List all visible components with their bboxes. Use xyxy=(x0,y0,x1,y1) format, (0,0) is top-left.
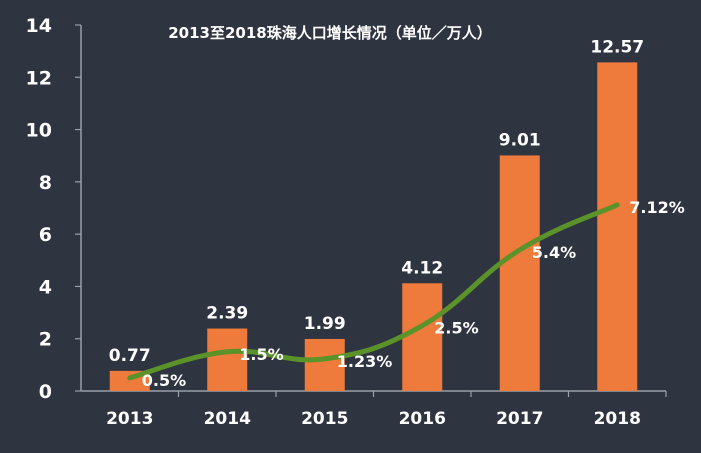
y-tick-label: 10 xyxy=(26,120,52,142)
line-value-label: 1.23% xyxy=(337,352,393,371)
bar-value-label: 0.77 xyxy=(109,346,151,366)
x-tick-label: 2016 xyxy=(399,409,446,429)
x-tick-label: 2014 xyxy=(204,409,251,429)
bar-value-label: 9.01 xyxy=(499,130,541,150)
x-tick-label: 2018 xyxy=(594,409,641,429)
bar-value-label: 4.12 xyxy=(401,258,443,278)
y-tick-label: 4 xyxy=(39,276,52,298)
line-series: 0.5% 1.5% 1.23% 2.5% 5.4% 7.12% xyxy=(127,198,685,390)
y-tick-label: 12 xyxy=(26,67,52,89)
y-tick-label: 8 xyxy=(39,172,52,194)
line-value-label: 0.5% xyxy=(142,371,186,390)
y-tick-label: 6 xyxy=(39,224,52,246)
bar xyxy=(304,338,345,391)
line-value-label: 7.12% xyxy=(629,198,685,217)
bar-value-label: 2.39 xyxy=(206,304,248,324)
bar xyxy=(597,62,638,392)
line-path xyxy=(127,202,620,381)
bar xyxy=(499,155,540,391)
y-tick-label: 0 xyxy=(39,381,52,403)
x-tick-label: 2015 xyxy=(301,409,348,429)
bar xyxy=(402,283,443,391)
bar-value-label: 1.99 xyxy=(304,314,346,334)
line-value-label: 2.5% xyxy=(434,319,478,338)
chart-title: 2013至2018珠海人口增长情况（单位／万人） xyxy=(168,24,492,42)
line-value-label: 1.5% xyxy=(239,345,283,364)
x-tick-label: 2013 xyxy=(106,409,153,429)
bar-value-label: 12.57 xyxy=(590,37,644,57)
x-axis: 2013 2014 2015 2016 2017 2018 xyxy=(81,390,667,429)
line-value-label: 5.4% xyxy=(532,243,576,262)
y-tick-label: 2 xyxy=(39,329,52,351)
y-tick-label: 14 xyxy=(26,15,52,37)
bar xyxy=(207,328,248,391)
bar-series: 0.77 2.39 1.99 4.12 9.01 12.57 xyxy=(109,37,644,392)
x-tick-label: 2017 xyxy=(496,409,543,429)
y-axis: 0 2 4 6 8 10 12 14 xyxy=(26,15,82,403)
